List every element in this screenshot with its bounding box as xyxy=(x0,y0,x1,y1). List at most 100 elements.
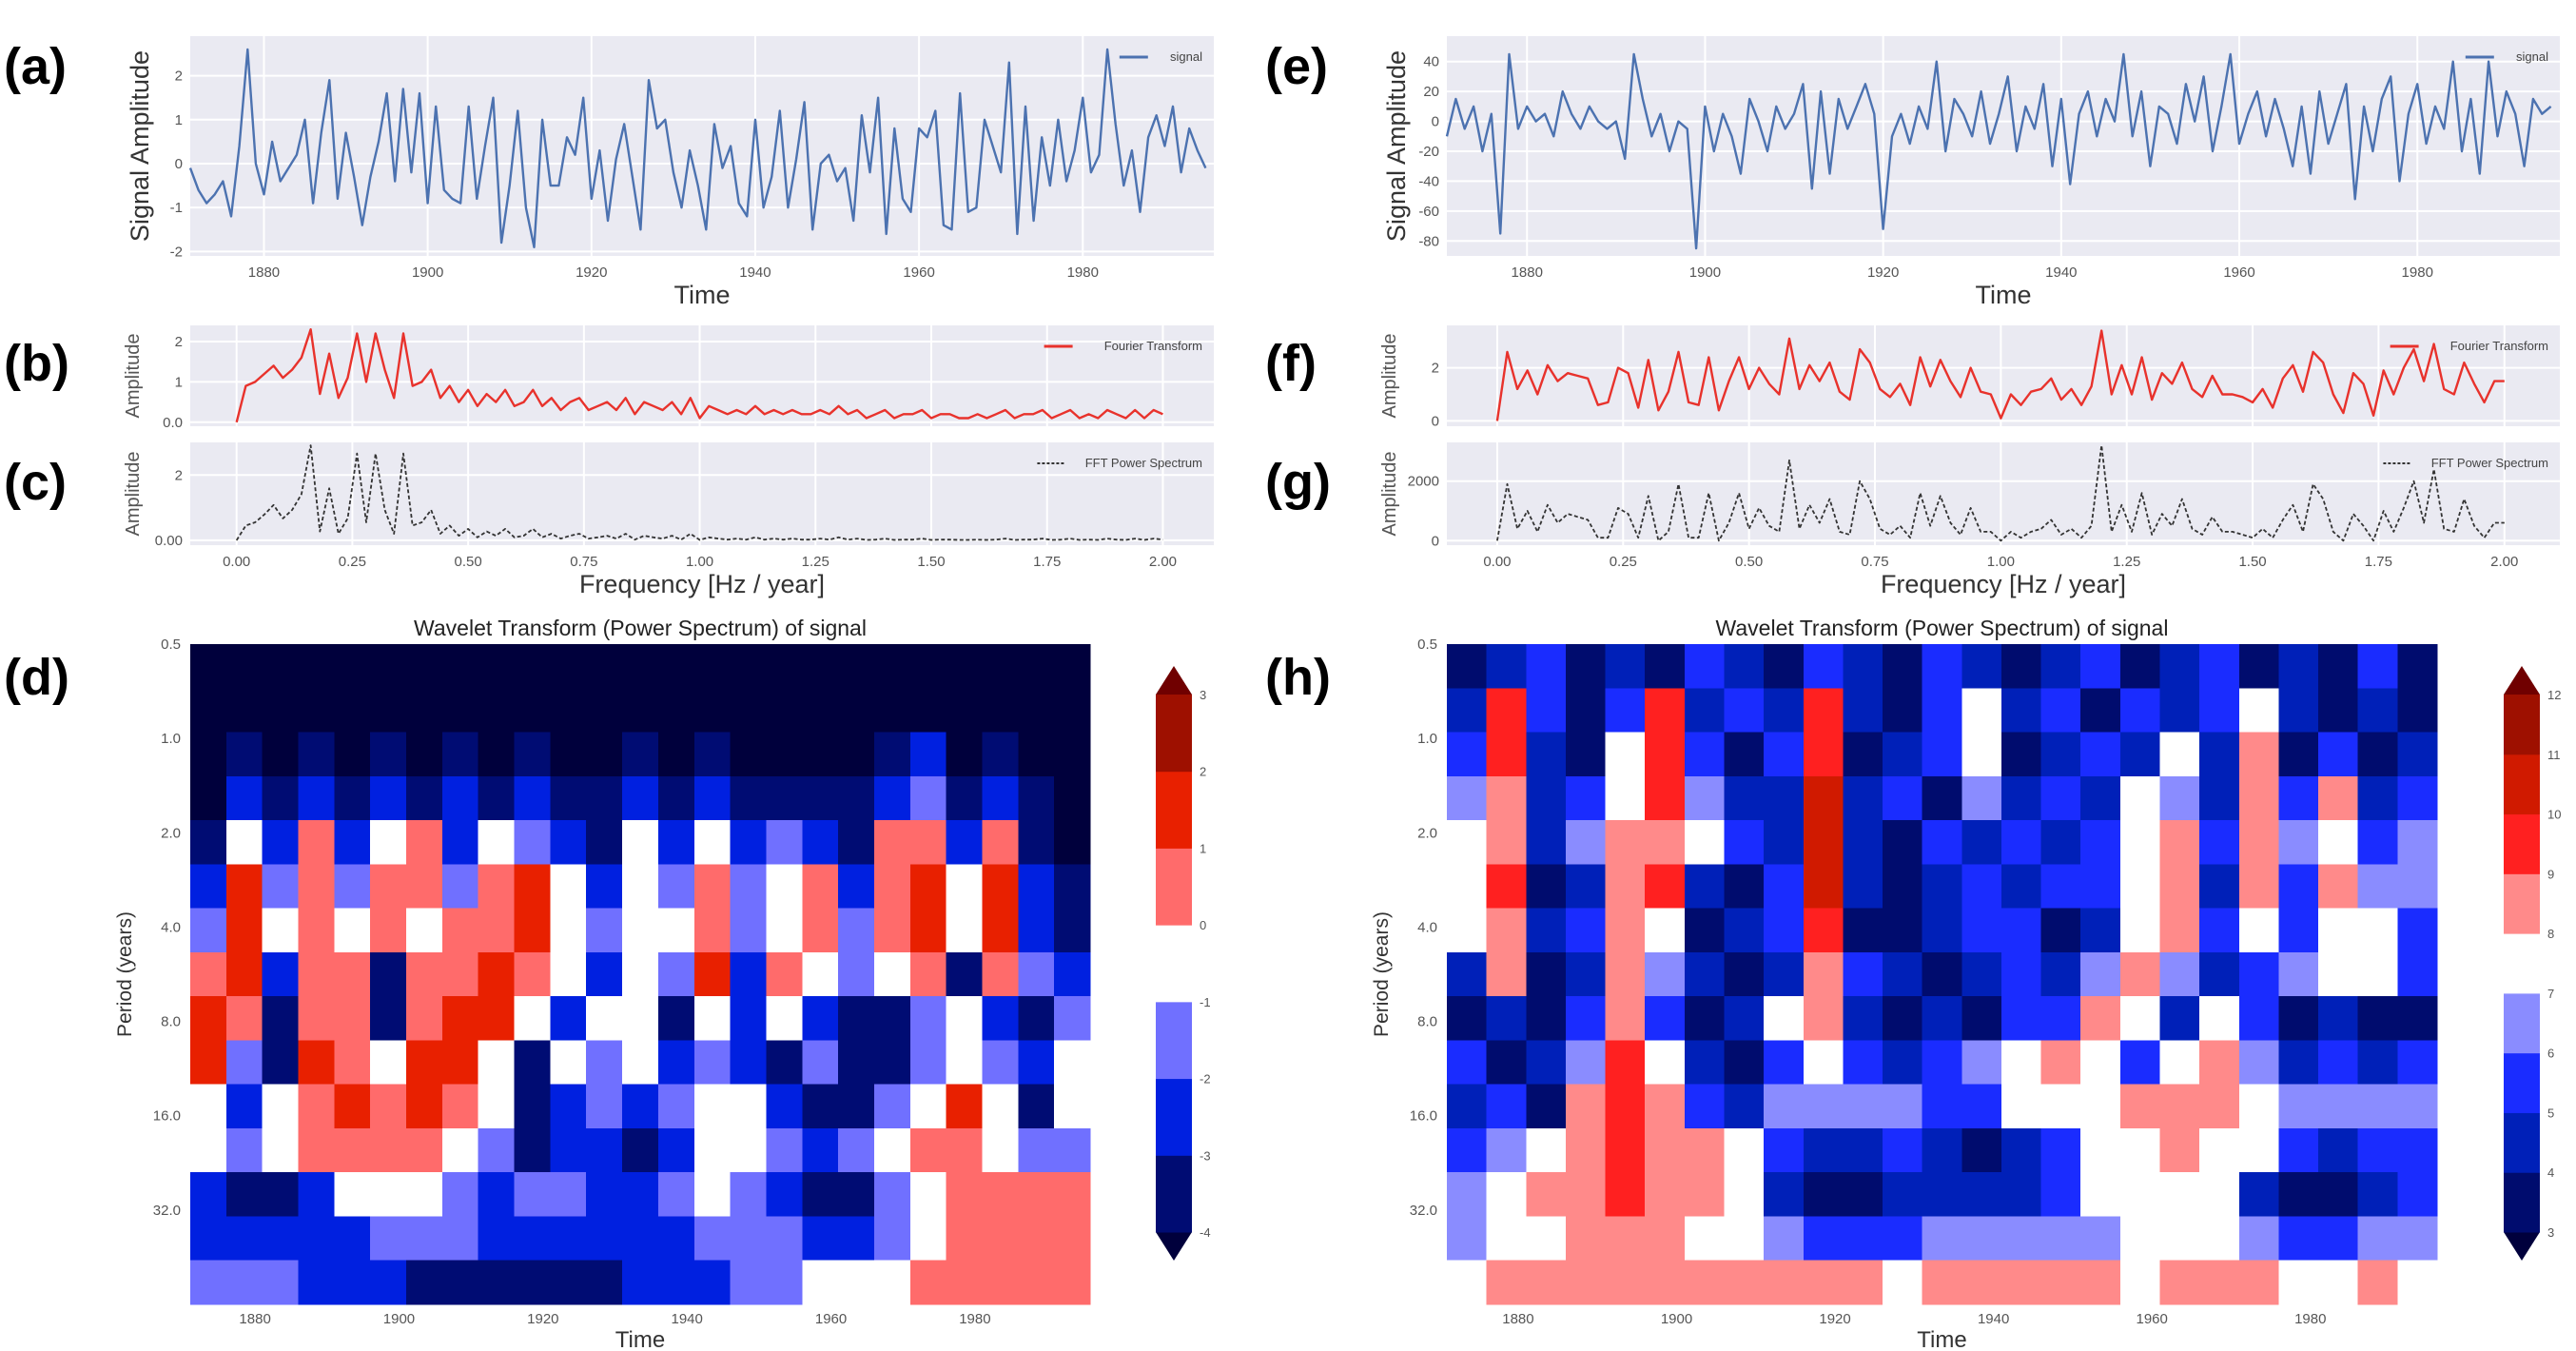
heatmap-cell xyxy=(1764,688,1805,734)
heatmap-cell xyxy=(1843,996,1883,1041)
heatmap-cell xyxy=(2278,951,2319,997)
heatmap-cell xyxy=(2278,644,2319,689)
x-tick-label: 1900 xyxy=(1689,264,1721,281)
heatmap-cell xyxy=(622,1040,659,1086)
heatmap-cell xyxy=(441,1127,479,1173)
heatmap-cell xyxy=(514,1260,551,1305)
heatmap-cell xyxy=(622,644,659,689)
heatmap-cell xyxy=(982,688,1019,734)
heatmap-cell xyxy=(2397,732,2438,777)
heatmap-cell xyxy=(298,688,335,734)
heatmap-cell xyxy=(1565,1127,1607,1173)
heatmap-cell xyxy=(2040,644,2081,689)
heatmap-cell xyxy=(873,1260,911,1305)
heatmap-cell xyxy=(1447,1172,1488,1218)
heatmap-cell xyxy=(1764,775,1805,821)
heatmap-cell xyxy=(334,644,371,689)
heatmap-cell xyxy=(1843,951,1883,997)
heatmap-cell xyxy=(946,732,984,777)
heatmap-cell xyxy=(802,1172,839,1218)
heatmap-cell xyxy=(730,1216,768,1262)
heatmap-cell xyxy=(2318,951,2359,997)
heatmap-cell xyxy=(1764,1216,1805,1262)
heatmap-cell xyxy=(550,820,587,865)
heatmap-cell xyxy=(262,1172,300,1218)
heatmap-cell xyxy=(1526,1040,1567,1086)
heatmap-cell xyxy=(2397,908,2438,953)
heatmap-cell xyxy=(730,864,768,910)
heatmap-cell xyxy=(2040,732,2081,777)
heatmap-cell xyxy=(2397,1127,2438,1173)
heatmap-cell xyxy=(478,908,516,953)
heatmap-cell xyxy=(1961,1216,2002,1262)
heatmap-cell xyxy=(190,1127,227,1173)
heatmap-cell xyxy=(1054,951,1091,997)
heatmap-cell xyxy=(298,1172,335,1218)
panel-c: 0.00 0.25 0.50 0.75 1.00 1.25 1.50 1.75 2.00 0.00… xyxy=(4,442,1214,598)
heatmap-cell xyxy=(514,1127,551,1173)
heatmap-cell xyxy=(262,644,300,689)
heatmap-cell xyxy=(1054,864,1091,910)
heatmap-cell xyxy=(2040,688,2081,734)
heatmap-cell xyxy=(1605,732,1646,777)
colorbar-tick-label: -4 xyxy=(1200,1225,1211,1240)
heatmap-cell xyxy=(225,775,263,821)
heatmap-cell xyxy=(262,820,300,865)
colorbar-tick-label: -2 xyxy=(1200,1072,1211,1087)
heatmap-cell xyxy=(2318,775,2359,821)
heatmap-cell xyxy=(1843,1260,1883,1305)
heatmap-cell xyxy=(946,908,984,953)
heatmap-cell xyxy=(2318,820,2359,865)
x-tick-label: 1920 xyxy=(576,264,607,281)
heatmap-cell xyxy=(1724,1216,1765,1262)
heatmap-cell xyxy=(1018,1260,1055,1305)
heatmap-cell xyxy=(873,908,911,953)
heatmap-cell xyxy=(1724,951,1765,997)
heatmap-cell xyxy=(1054,1260,1091,1305)
y-tick-label: 0.00 xyxy=(155,533,183,549)
y-axis-label: Amplitude xyxy=(1379,452,1400,537)
heatmap-cell xyxy=(1961,820,2002,865)
heatmap-cell xyxy=(1724,688,1765,734)
heatmap-cell xyxy=(1605,1084,1646,1129)
y-tick-label: -80 xyxy=(1418,233,1439,249)
heatmap-cell xyxy=(838,951,875,997)
heatmap-cell xyxy=(550,732,587,777)
heatmap-cell xyxy=(2318,732,2359,777)
heatmap-cell xyxy=(1565,1040,1607,1086)
heatmap-cell xyxy=(1605,644,1646,689)
heatmap-cell xyxy=(2199,820,2240,865)
heatmap-cell xyxy=(334,908,371,953)
heatmap-cell xyxy=(225,951,263,997)
heatmap-cell xyxy=(262,688,300,734)
heatmap-cell xyxy=(1803,688,1844,734)
heatmap-cell xyxy=(406,732,443,777)
heatmap-cell xyxy=(370,1040,407,1086)
heatmap-cell xyxy=(909,644,947,689)
heatmap-cell xyxy=(2199,864,2240,910)
legend: signal xyxy=(1119,49,1202,64)
heatmap-cell xyxy=(1054,1216,1091,1262)
heatmap-cell xyxy=(1565,951,1607,997)
y-tick-label: 2.0 xyxy=(161,825,181,841)
x-tick-label: 1900 xyxy=(1661,1311,1692,1327)
heatmap-cell xyxy=(766,1127,803,1173)
heatmap-cell xyxy=(838,1216,875,1262)
heatmap-cell xyxy=(1684,775,1726,821)
colorbar-segment xyxy=(1156,1155,1192,1233)
heatmap-cell xyxy=(873,1040,911,1086)
heatmap-cell xyxy=(1961,908,2002,953)
colorbar-tick-label: 8 xyxy=(2547,927,2554,941)
x-tick-label: 1.00 xyxy=(1987,554,2015,570)
heatmap-cell xyxy=(1684,1084,1726,1129)
heatmap-cell xyxy=(909,1127,947,1173)
heatmap-cell xyxy=(657,1216,695,1262)
heatmap-cell xyxy=(1018,1216,1055,1262)
heatmap-cell xyxy=(2318,1216,2359,1262)
heatmap-cell xyxy=(802,951,839,997)
heatmap-cell xyxy=(1645,644,1686,689)
legend-label: FFT Power Spectrum xyxy=(1085,456,1202,470)
heatmap-cell xyxy=(909,1040,947,1086)
heatmap-cell xyxy=(1922,644,1962,689)
panel-d: Wavelet Transform (Power Spectrum) of si… xyxy=(4,616,1211,1351)
